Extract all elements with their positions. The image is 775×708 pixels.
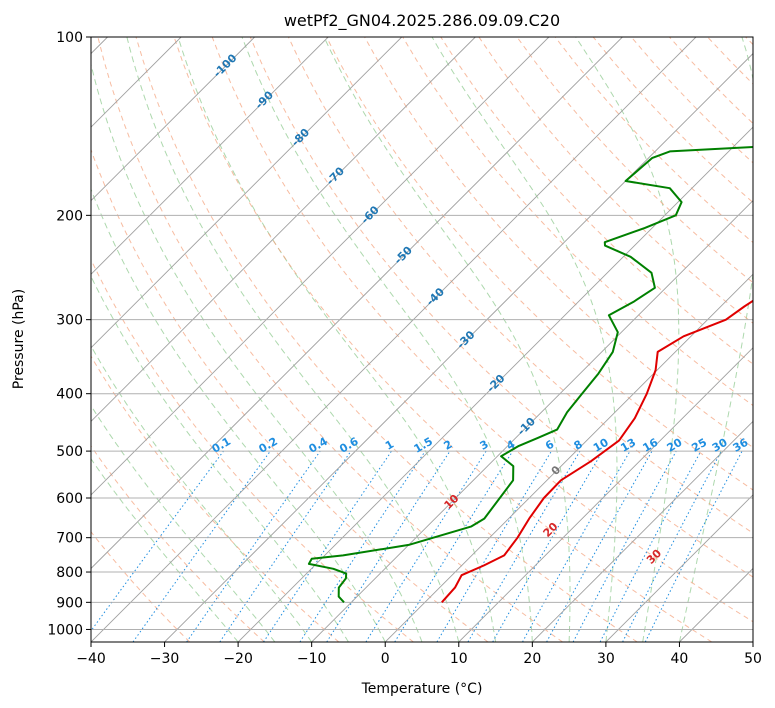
dry-adiabat-line <box>249 37 753 578</box>
moist-adiabat-line <box>241 37 533 642</box>
isotherm-line <box>458 347 753 642</box>
profile-series <box>307 145 753 603</box>
isotherm-line <box>91 37 697 642</box>
dry-adiabat-line <box>91 148 489 642</box>
moist-adiabat-line <box>91 188 386 642</box>
y-tick-label: 800 <box>56 565 83 581</box>
mixing-ratio-line <box>263 450 392 642</box>
y-axis-label: Pressure (hPa) <box>11 289 27 389</box>
y-tick-label: 600 <box>56 491 83 507</box>
x-tick-label: −10 <box>297 651 327 667</box>
moist-adiabat-line <box>126 37 460 642</box>
moist-adiabat-line <box>177 37 497 642</box>
y-tick-label: 300 <box>56 313 83 329</box>
y-tick-label: 500 <box>56 444 83 460</box>
moist-adiabat-line <box>91 404 276 642</box>
isotherm-line <box>237 126 753 642</box>
mixing-ratio-line <box>572 450 677 642</box>
chart-title: wetPf2_GN04.2025.286.09.09.C20 <box>284 11 560 31</box>
pressure-gridlines <box>91 37 753 630</box>
mixing-ratio-lines <box>91 450 743 642</box>
x-tick-label: 10 <box>450 651 468 667</box>
moist-adiabats <box>91 37 753 642</box>
x-tick-label: 0 <box>381 651 390 667</box>
x-axis-label: Temperature (°C) <box>361 681 483 697</box>
plot-area: -100-90-80-70-60-50-40-30-20-10010203040… <box>91 37 753 642</box>
isotherm-line <box>91 37 329 275</box>
mixing-ratio-line <box>522 450 631 642</box>
isotherm-line <box>91 37 255 202</box>
y-tick-label: 200 <box>56 208 83 224</box>
dry-adiabat-line <box>135 37 638 642</box>
mixing-ratio-line <box>546 450 653 642</box>
mixing-ratio-line <box>299 450 426 642</box>
x-tick-label: 30 <box>597 651 615 667</box>
x-tick-label: −20 <box>223 651 253 667</box>
isotherm-line <box>91 37 403 349</box>
isotherm-line <box>532 420 753 642</box>
moist-adiabat-line <box>91 457 239 642</box>
mixing-ratio-line <box>132 450 271 642</box>
mixing-ratio-line <box>326 450 451 642</box>
y-tick-label: 100 <box>56 30 83 46</box>
isotherms <box>91 37 753 642</box>
dry-adiabat-line <box>91 531 191 642</box>
dry-adiabat-line <box>440 37 753 365</box>
mixing-ratio-line <box>219 450 352 642</box>
isotherm-line <box>164 52 753 642</box>
isotherm-line <box>605 494 753 642</box>
moist-adiabat-line <box>91 62 423 642</box>
x-tick-label: −40 <box>76 651 106 667</box>
isotherm-line <box>91 37 623 570</box>
moist-adiabat-line <box>431 37 618 642</box>
y-tick-label: 400 <box>56 387 83 403</box>
mixing-ratio-line <box>91 450 224 632</box>
x-tick-label: 50 <box>744 651 762 667</box>
mixing-ratio-line <box>186 450 321 642</box>
moist-adiabat-line <box>575 37 680 642</box>
temperature-profile-line <box>441 299 753 603</box>
y-tick-label: 900 <box>56 595 83 611</box>
moist-adiabat-line <box>323 37 571 642</box>
x-tick-label: 20 <box>523 651 541 667</box>
x-axis-ticks: −40 −30 −20 −10 0 10 20 30 40 50 <box>76 642 762 667</box>
mixing-ratio-line <box>394 450 514 642</box>
dry-adiabat-line <box>402 37 753 407</box>
isotherm-line <box>91 37 550 496</box>
y-tick-label: 1000 <box>47 622 83 638</box>
dry-adiabat-line <box>91 355 340 642</box>
isotherm-line <box>91 37 476 422</box>
dry-adiabat-line <box>91 445 265 642</box>
isotherm-line <box>311 200 753 642</box>
isotherm-line <box>384 273 753 642</box>
dewpoint-profile-line <box>307 145 753 603</box>
y-tick-label: 700 <box>56 531 83 547</box>
plot-frame <box>90 36 754 643</box>
dry-adiabat-line <box>211 37 753 623</box>
y-axis-ticks: 100 200 300 400 500 600 700 800 900 1000 <box>47 30 91 638</box>
mixing-ratio-line <box>644 450 743 642</box>
moist-adiabat-line <box>678 37 753 642</box>
x-tick-label: 40 <box>671 651 689 667</box>
dry-adiabat-line <box>97 37 563 642</box>
moist-adiabat-line <box>91 275 349 642</box>
dry-adiabat-line <box>516 37 753 284</box>
x-tick-label: −30 <box>150 651 180 667</box>
